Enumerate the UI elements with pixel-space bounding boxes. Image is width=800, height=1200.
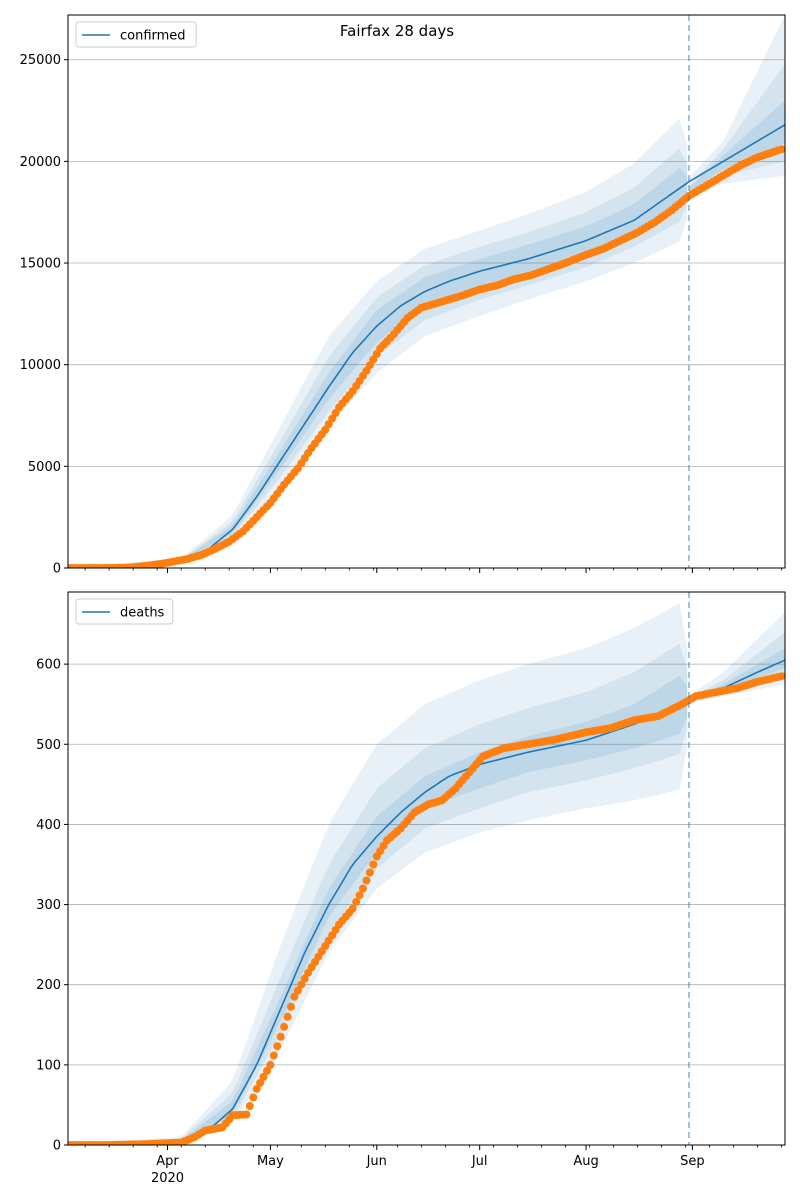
y-tick-label: 0 bbox=[53, 1139, 61, 1154]
observed-point bbox=[287, 1002, 295, 1011]
x-tick-label: Jun bbox=[366, 1154, 387, 1169]
y-tick-label: 20000 bbox=[20, 155, 61, 170]
confidence-band-middle bbox=[68, 148, 688, 568]
legend: confirmed bbox=[75, 21, 197, 48]
observed-point bbox=[369, 860, 378, 869]
observed-point bbox=[293, 986, 302, 995]
plot-frame bbox=[67, 14, 786, 569]
observed-point bbox=[249, 1093, 258, 1102]
observed-point bbox=[259, 1072, 268, 1081]
observed-point bbox=[280, 1022, 289, 1031]
observed-point bbox=[283, 1012, 292, 1021]
y-tick-label: 25000 bbox=[20, 53, 61, 68]
y-tick-label: 15000 bbox=[20, 257, 61, 272]
plot-area bbox=[68, 15, 785, 568]
observed-point bbox=[355, 891, 364, 900]
legend-box bbox=[75, 21, 197, 48]
y-tick-label: 100 bbox=[36, 1058, 61, 1073]
y-tick-label: 600 bbox=[36, 658, 61, 673]
observed-point bbox=[266, 1060, 275, 1069]
y-tick-label: 200 bbox=[36, 978, 61, 993]
x-tick-label: Apr bbox=[156, 1154, 179, 1169]
y-tick-label: 10000 bbox=[20, 358, 61, 373]
confidence-band-outer bbox=[68, 603, 688, 1145]
confidence-band-inner bbox=[688, 100, 785, 192]
plot-area bbox=[68, 603, 785, 1145]
y-tick-label: 5000 bbox=[28, 460, 61, 475]
confidence-band-middle bbox=[68, 643, 688, 1145]
observed-point bbox=[276, 1032, 285, 1041]
confidence-band-outer bbox=[68, 118, 688, 568]
x-tick-label: Aug bbox=[573, 1154, 598, 1169]
observed-point bbox=[365, 868, 374, 877]
observed-point bbox=[263, 1066, 271, 1075]
legend: deaths bbox=[75, 598, 174, 625]
y-tick-label: 400 bbox=[36, 818, 61, 833]
confidence-band-middle bbox=[688, 63, 785, 194]
y-tick-label: 0 bbox=[53, 562, 61, 577]
observed-point bbox=[269, 1051, 278, 1060]
observed-point bbox=[245, 1102, 254, 1110]
x-tick-label: Jul bbox=[471, 1154, 488, 1169]
observed-point bbox=[297, 980, 306, 989]
observed-point bbox=[348, 904, 357, 913]
observed-point bbox=[777, 145, 785, 154]
observed-point bbox=[242, 1110, 251, 1119]
observed-point bbox=[290, 992, 299, 1001]
x-tick-label: May bbox=[257, 1154, 284, 1169]
observed-point bbox=[273, 1042, 282, 1051]
observed-point bbox=[359, 884, 367, 893]
x-tick-sublabel: 2020 bbox=[151, 1171, 184, 1186]
legend-label: confirmed bbox=[120, 29, 186, 44]
plot-frame bbox=[67, 591, 786, 1146]
observed-point bbox=[300, 974, 309, 983]
y-tick-label: 300 bbox=[36, 898, 61, 913]
observed-point bbox=[777, 672, 785, 681]
legend-label: deaths bbox=[120, 606, 165, 621]
y-tick-label: 500 bbox=[36, 738, 61, 753]
observed-point bbox=[362, 876, 371, 885]
confidence-band-inner bbox=[68, 168, 688, 568]
observed-point bbox=[252, 1084, 261, 1093]
legend-box bbox=[75, 598, 174, 625]
deaths-panel: 0 100 200 300 400 500 600 Apr 2020 May Jun Jul Aug Se… bbox=[36, 591, 786, 1186]
chart-title: Fairfax 28 days bbox=[340, 22, 454, 40]
confirmed-panel: 0 5000 10000 15000 20000 25000 confirmed bbox=[20, 14, 786, 577]
observed-point bbox=[352, 897, 361, 906]
observed-point bbox=[256, 1078, 265, 1087]
x-tick-label: Sep bbox=[680, 1154, 705, 1169]
